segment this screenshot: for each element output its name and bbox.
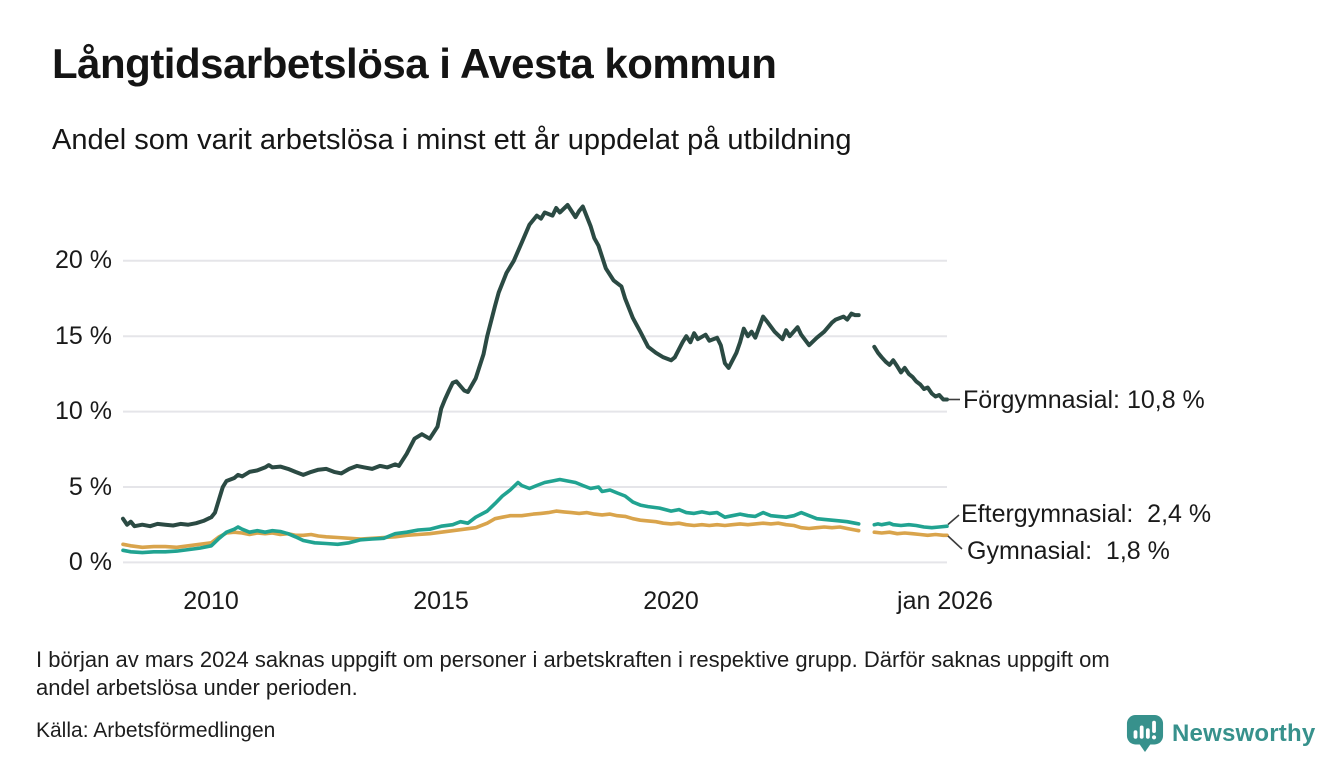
source-text: Källa: Arbetsförmedlingen [36,719,276,742]
newsworthy-logo: Newsworthy [1126,714,1315,754]
series-label-eftergymnasial: Eftergymnasial: 2,4 % [961,500,1212,528]
series-label-forgymnasial: Förgymnasial: 10,8 % [963,386,1205,414]
footnote-line-1: I början av mars 2024 saknas uppgift om … [36,647,1110,672]
footnote-line-2: andel arbetslösa under perioden. [36,675,358,700]
x-axis-tick-2015: 2015 [413,587,469,615]
brand-wordmark: Newsworthy [1172,720,1316,747]
x-axis-tick-jan-2026: jan 2026 [897,587,993,615]
y-axis-tick-10: 10 % [55,397,112,425]
page-subtitle: Andel som varit arbetslösa i minst ett å… [52,124,852,156]
y-axis-tick-15: 15 % [55,322,112,350]
x-axis-tick-2020: 2020 [643,587,699,615]
y-axis-tick-20: 20 % [55,246,112,274]
bar-chart-bubble-icon [1126,715,1164,753]
page-title: Långtidsarbetslösa i Avesta kommun [52,40,777,87]
x-axis-tick-2010: 2010 [183,587,239,615]
series-label-gymnasial: Gymnasial: 1,8 % [967,537,1170,565]
y-axis-tick-0: 0 % [68,548,112,576]
y-axis-tick-5: 5 % [68,473,112,501]
